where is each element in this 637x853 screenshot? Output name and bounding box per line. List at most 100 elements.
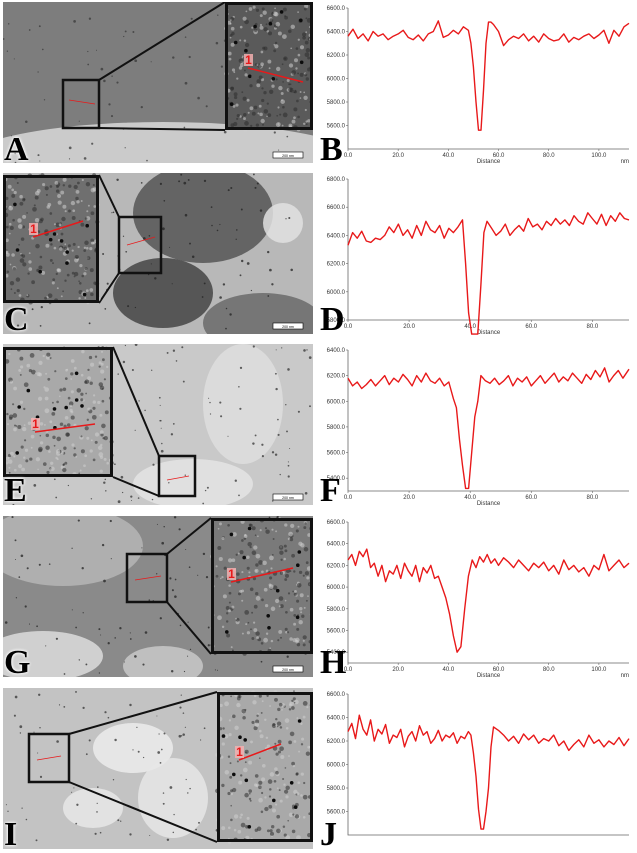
tem-micrograph-g: 1 200 nm [3,516,313,677]
y-tick-label: 6600.0 [327,205,346,211]
zoom-connector-line [68,691,218,735]
plot-axes [347,522,629,664]
profile-chart-b: 5600.0 5800.0 6000.0 6200.0 6400.0 6600.0 0.0 2… [327,6,630,165]
panel-label-a: A [4,131,29,168]
micrograph-panel-a: 1 200 nm [3,2,313,163]
region-of-interest-box [117,215,163,275]
panel-label-g: G [4,644,31,681]
y-tick-label: 5800.0 [327,425,346,431]
y-tick-label: 6600.0 [327,520,346,526]
line-number-tag [227,568,236,580]
x-tick-label: 40.0 [443,153,455,159]
profile-chart-h: 5400.0 5600.0 5800.0 6000.0 6200.0 6400.0 6600… [327,520,630,679]
y-tick-label: 5400.0 [327,476,346,482]
region-of-interest-box [61,78,101,130]
magnified-inset [215,690,313,844]
x-tick-label: 100.0 [591,667,607,673]
region-of-interest-box [125,552,169,604]
profile-plot-h: 5400.0 5600.0 5800.0 6000.0 6200.0 6400.0 6600… [318,516,634,679]
zoom-connector-line [166,601,212,655]
y-tick-label: 5600.0 [327,124,346,130]
line-number-label: 1 [32,417,39,431]
x-tick-label: 20.0 [392,667,404,673]
profile-plot-d: 5800.0 6000.0 6200.0 6400.0 6600.0 6800.0 0.0 2… [318,173,634,336]
y-tick-label: 5600.0 [327,628,346,634]
zoom-connector-line [112,346,160,457]
x-tick-label: 20.0 [392,153,404,159]
x-axis-label: Distance [477,501,501,507]
x-tick-label: 80.0 [543,667,555,673]
y-tick-label: 6200.0 [327,739,346,745]
y-tick-label: 6000.0 [327,585,346,591]
profile-line-inset [34,423,96,433]
panel-label-i: I [4,816,18,853]
profile-line-inset [32,220,84,238]
profile-chart-f: 5400.0 5600.0 5800.0 6000.0 6200.0 6400.0 0.0 2… [327,348,630,507]
panel-label-e: E [4,472,27,509]
tem-micrograph-a: 1 200 nm [3,2,313,163]
profile-plot-b: 5600.0 5800.0 6000.0 6200.0 6400.0 6600.0 0.0 2… [318,2,634,165]
profile-line-inset [238,743,282,761]
y-tick-label: 6400.0 [327,30,346,36]
y-tick-label: 5800.0 [327,100,346,106]
intensity-profile-line [347,212,630,335]
panel-label-c: C [4,301,29,338]
x-tick-label: 0.0 [344,495,353,501]
scale-bar [272,665,304,673]
line-number-label: 1 [236,745,243,759]
y-tick-label: 6200.0 [327,563,346,569]
scale-bar-label: 200 nm [282,154,294,158]
zoom-connector-line [68,781,218,843]
x-tick-label: 40.0 [464,495,476,501]
line-number-tag [31,418,40,430]
zoom-connector-line [98,2,226,81]
x-tick-label: 60.0 [493,667,505,673]
intensity-profile-line [347,548,630,653]
x-tick-label: 80.0 [587,495,599,501]
y-tick-label: 6600.0 [327,6,346,12]
magnified-inset [210,516,313,656]
region-of-interest-box [157,454,197,498]
profile-plot-f: 5400.0 5600.0 5800.0 6000.0 6200.0 6400.0 0.0 2… [318,344,634,507]
line-number-label: 1 [245,53,252,67]
y-tick-label: 6000.0 [327,763,346,769]
x-tick-label: 20.0 [403,324,415,330]
micrograph-panel-g: 1 200 nm [3,516,313,677]
y-tick-label: 5600.0 [327,451,346,457]
profile-line-small [36,755,62,761]
profile-chart-j: 5600.0 5800.0 6000.0 6200.0 6400.0 6600.0 [327,692,630,836]
plot-axes [347,694,629,836]
line-number-tag [29,223,38,235]
y-tick-label: 6200.0 [327,262,346,268]
y-tick-label: 5800.0 [327,786,346,792]
x-axis-label: Distance [477,330,501,336]
x-tick-label: 60.0 [493,153,505,159]
y-tick-label: 6600.0 [327,692,346,698]
profile-line-inset [230,567,294,583]
plot-axes [347,350,629,492]
zoom-connector-line [98,272,120,304]
y-tick-label: 6400.0 [327,348,346,354]
y-tick-label: 5800.0 [327,607,346,613]
x-axis-unit: nm [621,673,629,679]
zoom-connector-line [98,127,226,131]
profile-line-small [134,575,162,581]
panel-label-h: H [320,644,347,681]
scale-bar-label: 200 nm [282,325,294,329]
line-number-tag [244,54,253,66]
x-tick-label: 100.0 [591,153,607,159]
y-tick-label: 5800.0 [327,318,346,324]
plot-axes [347,179,629,321]
zoom-connector-line [166,517,212,555]
profile-plot-j: 5600.0 5800.0 6000.0 6200.0 6400.0 6600.0 [318,688,634,849]
tem-micrograph-e: 1 200 nm [3,344,313,505]
x-tick-label: 0.0 [344,667,353,673]
scale-bar-label: 200 nm [282,668,294,672]
x-axis-label: Distance [477,673,501,679]
region-of-interest-box [27,732,71,784]
panel-label-b: B [320,131,343,168]
y-tick-label: 6000.0 [327,399,346,405]
profile-line-small [126,236,156,246]
micrograph-panel-c: 1 200 nm [3,173,313,334]
magnified-inset [3,173,101,305]
